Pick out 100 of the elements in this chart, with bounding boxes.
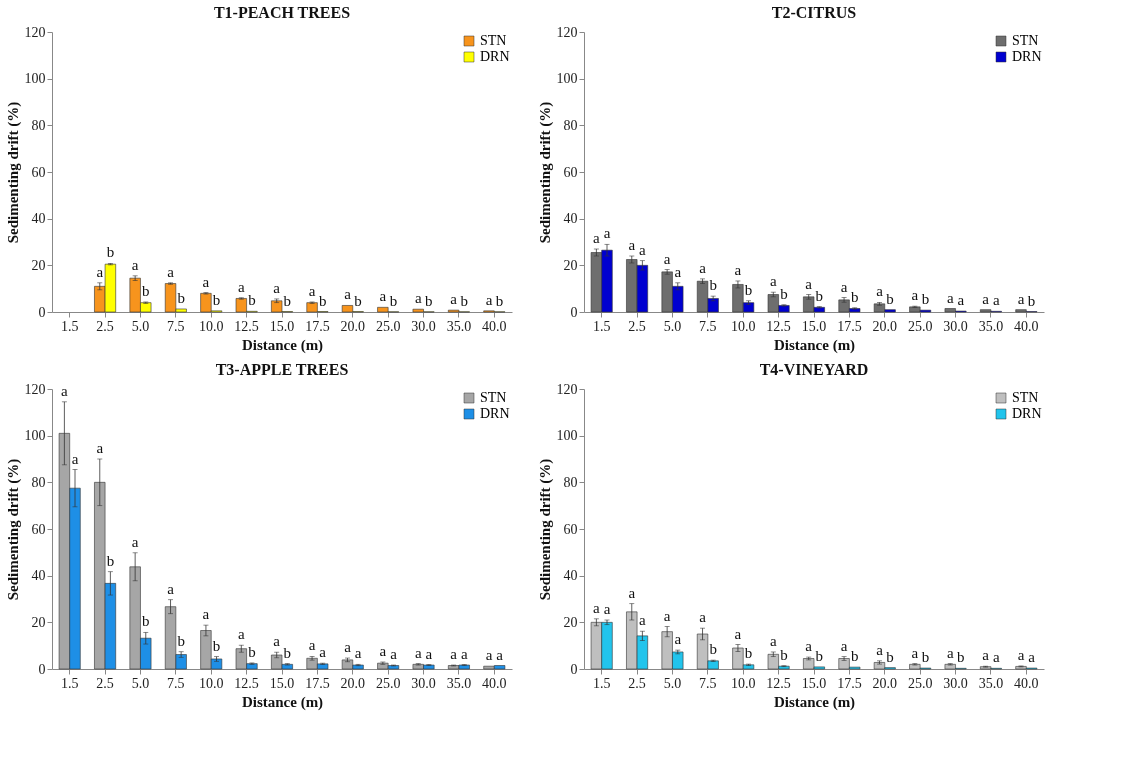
y-tick-label: 20 <box>563 614 578 630</box>
x-tick-label: 17.5 <box>305 318 330 334</box>
annotation: a <box>319 644 327 661</box>
annotation: a <box>167 580 175 597</box>
annotation: b <box>106 552 115 569</box>
annotation: a <box>982 647 990 664</box>
annotation: b <box>106 244 115 261</box>
x-tick-label: 7.5 <box>699 318 717 334</box>
y-tick-label: 80 <box>31 117 46 133</box>
x-tick-label: 7.5 <box>167 318 185 334</box>
y-tick-label: 60 <box>31 164 46 180</box>
y-tick-label: 100 <box>24 71 46 87</box>
y-tick-label: 40 <box>563 211 578 227</box>
annotation: a <box>593 230 601 246</box>
x-tick-label: 7.5 <box>699 675 717 691</box>
annotation: a <box>485 291 493 308</box>
x-tick-label: 10.0 <box>730 675 756 691</box>
annotation: a <box>96 263 104 280</box>
annotation: b <box>177 289 185 306</box>
annotation: a <box>414 644 422 661</box>
y-tick-label: 100 <box>24 428 46 444</box>
annotation: a <box>131 256 139 273</box>
y-tick-label: 60 <box>31 521 46 537</box>
x-tick-label: 5.0 <box>663 318 682 334</box>
annotation: a <box>593 599 601 616</box>
x-axis-title: Distance (m) <box>773 693 856 711</box>
x-tick-label: 17.5 <box>837 318 862 334</box>
annotation: b <box>744 645 753 662</box>
y-tick-label: 100 <box>556 428 578 444</box>
x-tick-label: 35.0 <box>978 675 1004 691</box>
annotation: a <box>734 261 742 278</box>
x-tick-label: 1.5 <box>60 318 79 334</box>
annotation: a <box>840 637 848 654</box>
y-tick-label: 20 <box>31 614 46 630</box>
annotation: b <box>815 287 824 304</box>
annotation: a <box>639 612 647 629</box>
x-axis-title: Distance (m) <box>241 336 324 354</box>
annotation: a <box>911 644 919 661</box>
annotation: b <box>283 292 292 309</box>
annotation: b <box>709 277 717 294</box>
x-tick-label: 5.0 <box>131 318 150 334</box>
x-tick-label: 2.5 <box>96 675 114 691</box>
annotation: a <box>674 263 682 280</box>
y-tick-label: 0 <box>38 304 46 320</box>
legend-label: DRN <box>1012 406 1042 421</box>
annotation: b <box>425 292 433 309</box>
annotation: a <box>639 241 647 258</box>
x-tick-label: 40.0 <box>1014 675 1039 691</box>
y-tick-label: 120 <box>556 381 578 397</box>
annotation: a <box>202 606 210 623</box>
annotation: a <box>805 638 813 655</box>
annotation: a <box>390 646 398 663</box>
y-tick-label: 120 <box>556 24 578 40</box>
annotation: a <box>603 225 611 242</box>
annotation: b <box>850 648 859 665</box>
annotation: b <box>495 292 504 309</box>
annotation: a <box>460 645 468 662</box>
y-tick-label: 120 <box>24 381 46 397</box>
annotation: b <box>248 643 256 660</box>
annotation: a <box>699 259 707 276</box>
annotation: a <box>805 275 813 292</box>
annotation: a <box>946 644 954 661</box>
y-tick-label: 20 <box>31 257 46 273</box>
x-tick-label: 12.5 <box>234 318 259 334</box>
y-axis-title: Sedimenting drift (%) <box>4 458 22 601</box>
x-tick-label: 15.0 <box>269 675 295 691</box>
annotation: a <box>957 292 965 309</box>
annotation: a <box>485 647 493 664</box>
x-tick-label: 2.5 <box>628 675 646 691</box>
annotation: b <box>212 291 221 308</box>
y-tick-label: 20 <box>563 257 578 273</box>
x-tick-label: 12.5 <box>766 675 791 691</box>
annotation: a <box>344 639 352 656</box>
x-tick-label: 12.5 <box>234 675 259 691</box>
x-tick-label: 10.0 <box>730 318 756 334</box>
annotation: b <box>780 646 788 663</box>
x-tick-label: 10.0 <box>198 675 224 691</box>
annotation: a <box>876 641 884 658</box>
annotation: b <box>177 632 185 649</box>
annotation: a <box>982 290 990 307</box>
y-tick-label: 120 <box>24 24 46 40</box>
x-tick-label: 35.0 <box>446 675 472 691</box>
x-tick-label: 15.0 <box>801 318 827 334</box>
annotation: a <box>450 291 458 308</box>
y-tick-label: 60 <box>563 164 578 180</box>
annotation: b <box>815 647 824 664</box>
x-tick-label: 2.5 <box>96 318 114 334</box>
annotation: a <box>71 450 79 467</box>
annotation: a <box>414 290 422 307</box>
annotation: b <box>1027 292 1036 309</box>
x-tick-label: 40.0 <box>482 318 507 334</box>
x-tick-label: 25.0 <box>907 318 933 334</box>
y-tick-label: 0 <box>570 304 578 320</box>
x-tick-label: 40.0 <box>482 675 507 691</box>
annotation: a <box>663 250 671 267</box>
x-tick-label: 20.0 <box>340 675 366 691</box>
chart-title: T2-CITRUS <box>771 4 857 21</box>
annotation: a <box>379 643 387 659</box>
legend-label: DRN <box>480 406 510 421</box>
annotation: a <box>61 382 69 399</box>
